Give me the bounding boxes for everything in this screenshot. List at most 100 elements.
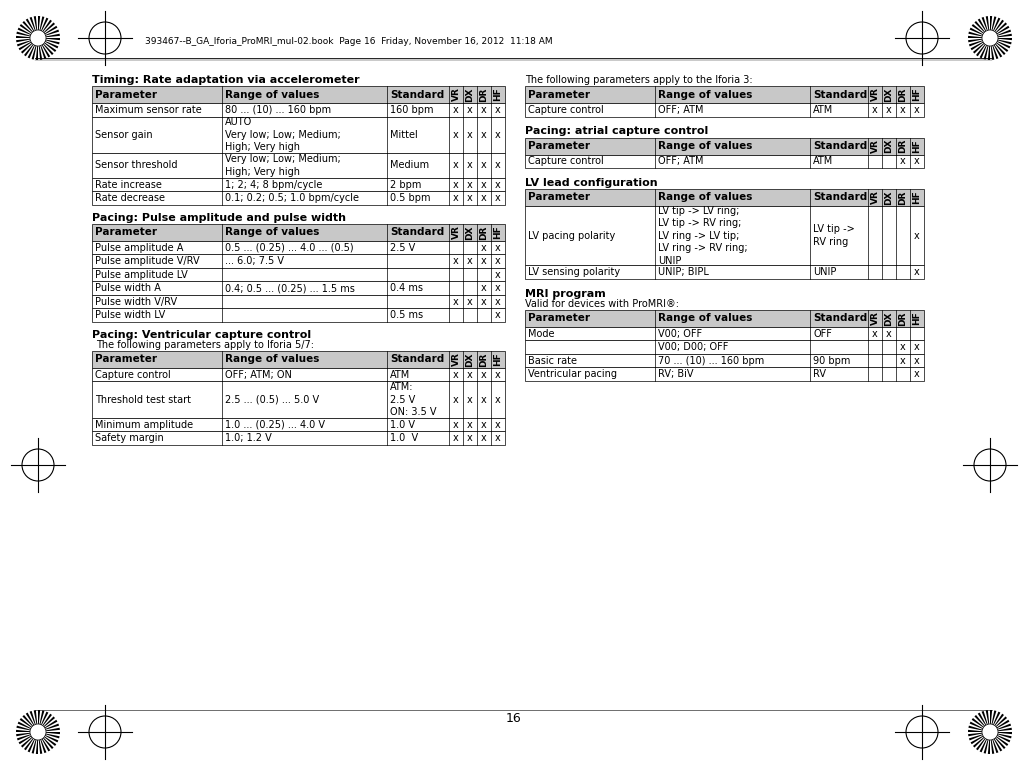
Text: x: x bbox=[495, 433, 501, 443]
Wedge shape bbox=[990, 38, 1012, 40]
Bar bbox=[92, 295, 505, 309]
Text: x: x bbox=[481, 193, 487, 203]
Text: Standard: Standard bbox=[813, 89, 867, 99]
Wedge shape bbox=[988, 38, 990, 60]
Bar bbox=[92, 418, 505, 431]
Bar bbox=[525, 206, 924, 266]
Wedge shape bbox=[38, 732, 59, 742]
Text: RV; BiV: RV; BiV bbox=[658, 369, 693, 379]
Wedge shape bbox=[36, 38, 38, 60]
Wedge shape bbox=[990, 732, 1002, 752]
Text: HF: HF bbox=[913, 88, 921, 102]
Text: AUTO
Very low; Low; Medium;
High; Very high: AUTO Very low; Low; Medium; High; Very h… bbox=[225, 117, 341, 152]
Circle shape bbox=[30, 30, 46, 46]
Text: V00; OFF: V00; OFF bbox=[658, 329, 702, 339]
Wedge shape bbox=[38, 732, 56, 746]
Text: Range of values: Range of values bbox=[658, 313, 753, 323]
Wedge shape bbox=[28, 38, 38, 59]
Text: Range of values: Range of values bbox=[225, 354, 319, 364]
Text: 90 bpm: 90 bpm bbox=[813, 356, 850, 366]
Text: x: x bbox=[495, 193, 501, 203]
Wedge shape bbox=[990, 720, 1010, 732]
Wedge shape bbox=[38, 38, 46, 59]
Wedge shape bbox=[38, 18, 48, 38]
Text: ATM: ATM bbox=[390, 370, 410, 380]
Wedge shape bbox=[969, 721, 990, 732]
Bar bbox=[525, 310, 924, 327]
Text: ... 6.0; 7.5 V: ... 6.0; 7.5 V bbox=[225, 256, 284, 266]
Text: Rate decrease: Rate decrease bbox=[96, 193, 165, 203]
Text: Pacing: atrial capture control: Pacing: atrial capture control bbox=[525, 126, 709, 136]
Wedge shape bbox=[38, 732, 50, 752]
Text: x: x bbox=[900, 356, 906, 366]
Wedge shape bbox=[982, 711, 990, 732]
Text: DX: DX bbox=[465, 352, 474, 367]
Text: HF: HF bbox=[494, 88, 502, 102]
Wedge shape bbox=[968, 732, 990, 741]
Text: DR: DR bbox=[480, 352, 489, 367]
Wedge shape bbox=[32, 732, 38, 754]
Text: x: x bbox=[467, 296, 472, 306]
Wedge shape bbox=[990, 38, 1011, 49]
Text: Range of values: Range of values bbox=[225, 227, 319, 237]
Wedge shape bbox=[968, 725, 990, 732]
Wedge shape bbox=[38, 16, 44, 38]
Text: x: x bbox=[453, 105, 459, 115]
Text: x: x bbox=[481, 105, 487, 115]
Text: 0.4 ms: 0.4 ms bbox=[390, 283, 423, 293]
Wedge shape bbox=[976, 732, 990, 750]
Text: x: x bbox=[886, 329, 891, 339]
Bar bbox=[92, 224, 505, 241]
Text: ATM: ATM bbox=[813, 105, 833, 115]
Text: DR: DR bbox=[899, 139, 908, 153]
Wedge shape bbox=[971, 732, 990, 745]
Text: x: x bbox=[872, 329, 878, 339]
Bar bbox=[525, 367, 924, 381]
Text: 0.5 ms: 0.5 ms bbox=[390, 310, 423, 320]
Text: 1.0 ... (0.25) ... 4.0 V: 1.0 ... (0.25) ... 4.0 V bbox=[225, 420, 325, 430]
Wedge shape bbox=[990, 732, 1011, 742]
Bar bbox=[92, 153, 505, 178]
Text: x: x bbox=[467, 420, 472, 430]
Wedge shape bbox=[20, 24, 38, 38]
Text: HF: HF bbox=[494, 226, 502, 239]
Text: Minimum amplitude: Minimum amplitude bbox=[96, 420, 193, 430]
Text: 1.0  V: 1.0 V bbox=[390, 433, 418, 443]
Wedge shape bbox=[990, 732, 994, 754]
Text: Maximum sensor rate: Maximum sensor rate bbox=[96, 105, 201, 115]
Wedge shape bbox=[38, 711, 48, 732]
Text: VR: VR bbox=[452, 88, 460, 102]
Text: x: x bbox=[481, 420, 487, 430]
Wedge shape bbox=[978, 712, 990, 732]
Text: x: x bbox=[481, 129, 487, 139]
Wedge shape bbox=[990, 38, 1005, 55]
Bar bbox=[525, 266, 924, 279]
Wedge shape bbox=[984, 732, 990, 754]
Wedge shape bbox=[990, 29, 1011, 38]
Text: 2.5 ... (0.5) ... 5.0 V: 2.5 ... (0.5) ... 5.0 V bbox=[225, 395, 319, 405]
Wedge shape bbox=[990, 38, 998, 59]
Circle shape bbox=[982, 724, 998, 740]
Text: x: x bbox=[495, 105, 501, 115]
Text: HF: HF bbox=[913, 312, 921, 325]
Wedge shape bbox=[38, 716, 55, 732]
Text: 2.5 V: 2.5 V bbox=[390, 243, 415, 253]
Wedge shape bbox=[38, 732, 53, 749]
Wedge shape bbox=[990, 38, 994, 60]
Text: 16: 16 bbox=[505, 711, 522, 725]
Text: x: x bbox=[467, 395, 472, 405]
Text: OFF: OFF bbox=[813, 329, 832, 339]
Text: x: x bbox=[495, 160, 501, 170]
Text: Capture control: Capture control bbox=[96, 370, 170, 380]
Wedge shape bbox=[986, 710, 990, 732]
Wedge shape bbox=[38, 29, 60, 38]
Bar bbox=[525, 138, 924, 155]
Wedge shape bbox=[18, 38, 38, 50]
Wedge shape bbox=[38, 22, 55, 38]
Text: 0.4; 0.5 ... (0.25) ... 1.5 ms: 0.4; 0.5 ... (0.25) ... 1.5 ms bbox=[225, 283, 355, 293]
Text: x: x bbox=[453, 179, 459, 189]
Text: ATM:
2.5 V
ON: 3.5 V: ATM: 2.5 V ON: 3.5 V bbox=[390, 382, 436, 417]
Text: x: x bbox=[481, 370, 487, 380]
Text: x: x bbox=[914, 356, 920, 366]
Bar bbox=[92, 281, 505, 295]
